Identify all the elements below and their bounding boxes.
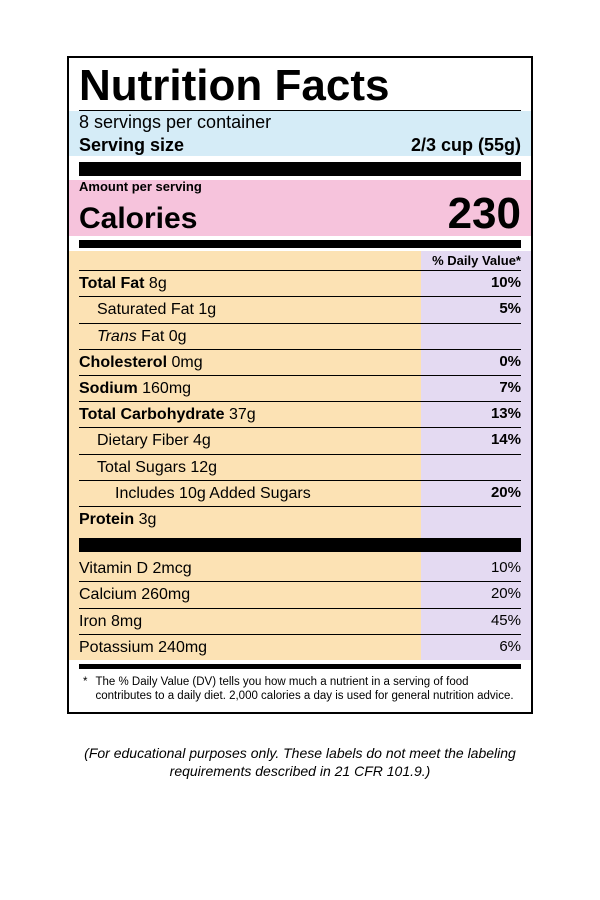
potassium-label: Potassium 240mg bbox=[79, 636, 207, 659]
cholesterol-amount: 0mg bbox=[167, 354, 203, 371]
calories-row: Calories 230 bbox=[79, 192, 521, 236]
nutrient-rows: % Daily Value* Total Fat 8g 10% Saturate… bbox=[79, 251, 521, 660]
saturated-fat-label: Saturated Fat 1g bbox=[79, 298, 216, 321]
carb-dv: 13% bbox=[491, 403, 521, 426]
protein-label: Protein bbox=[79, 511, 134, 528]
medium-rule bbox=[79, 240, 521, 248]
row-cholesterol: Cholesterol 0mg 0% bbox=[79, 349, 521, 375]
saturated-fat-dv: 5% bbox=[499, 298, 521, 321]
fiber-label: Dietary Fiber 4g bbox=[79, 429, 211, 452]
thick-rule bbox=[79, 538, 521, 552]
thin-rule bbox=[79, 664, 521, 669]
row-carbohydrate: Total Carbohydrate 37g 13% bbox=[79, 401, 521, 427]
panel-title: Nutrition Facts bbox=[79, 62, 521, 110]
calories-block: Amount per serving Calories 230 bbox=[69, 180, 531, 236]
carb-amount: 37g bbox=[225, 406, 256, 423]
servings-per-container: 8 servings per container bbox=[79, 111, 521, 134]
disclaimer-text: (For educational purposes only. These la… bbox=[67, 744, 533, 780]
row-calcium: Calcium 260mg 20% bbox=[79, 581, 521, 607]
potassium-dv: 6% bbox=[499, 636, 521, 659]
sugars-label: Total Sugars 12g bbox=[79, 456, 217, 479]
vitamin-d-label: Vitamin D 2mcg bbox=[79, 557, 192, 580]
calories-label: Calories bbox=[79, 204, 197, 234]
fiber-dv: 14% bbox=[491, 429, 521, 452]
cholesterol-label: Cholesterol bbox=[79, 354, 167, 371]
servings-block: 8 servings per container Serving size 2/… bbox=[69, 111, 531, 156]
total-fat-dv: 10% bbox=[491, 272, 521, 295]
daily-value-header: % Daily Value* bbox=[79, 251, 521, 270]
row-fiber: Dietary Fiber 4g 14% bbox=[79, 427, 521, 453]
row-iron: Iron 8mg 45% bbox=[79, 608, 521, 634]
added-sugars-dv: 20% bbox=[491, 482, 521, 505]
row-protein: Protein 3g bbox=[79, 506, 521, 532]
footnote-text: The % Daily Value (DV) tells you how muc… bbox=[87, 675, 517, 704]
carb-label: Total Carbohydrate bbox=[79, 406, 225, 423]
serving-size-row: Serving size 2/3 cup (55g) bbox=[79, 134, 521, 157]
row-saturated-fat: Saturated Fat 1g 5% bbox=[79, 296, 521, 322]
added-sugars-label: Includes 10g Added Sugars bbox=[79, 482, 311, 505]
row-sugars: Total Sugars 12g bbox=[79, 454, 521, 480]
sodium-amount: 160mg bbox=[138, 380, 191, 397]
protein-amount: 3g bbox=[134, 511, 156, 528]
thick-rule bbox=[79, 162, 521, 176]
row-sodium: Sodium 160mg 7% bbox=[79, 375, 521, 401]
vitamin-d-dv: 10% bbox=[491, 557, 521, 580]
trans-fat-rest: Fat 0g bbox=[137, 328, 187, 345]
total-fat-label: Total Fat bbox=[79, 275, 144, 292]
serving-size-value: 2/3 cup (55g) bbox=[411, 134, 521, 157]
iron-dv: 45% bbox=[491, 610, 521, 633]
row-vitamin-d: Vitamin D 2mcg 10% bbox=[79, 556, 521, 581]
nutrition-facts-panel: Nutrition Facts 8 servings per container… bbox=[67, 56, 533, 714]
sodium-dv: 7% bbox=[499, 377, 521, 400]
trans-fat-prefix: Trans bbox=[97, 328, 137, 345]
calcium-dv: 20% bbox=[491, 583, 521, 606]
row-total-fat: Total Fat 8g 10% bbox=[79, 270, 521, 296]
calcium-label: Calcium 260mg bbox=[79, 583, 190, 606]
calories-value: 230 bbox=[448, 192, 521, 236]
row-added-sugars: Includes 10g Added Sugars 20% bbox=[79, 480, 521, 506]
serving-size-label: Serving size bbox=[79, 134, 184, 157]
total-fat-amount: 8g bbox=[144, 275, 166, 292]
footnote: * The % Daily Value (DV) tells you how m… bbox=[79, 672, 521, 706]
cholesterol-dv: 0% bbox=[499, 351, 521, 374]
sodium-label: Sodium bbox=[79, 380, 138, 397]
row-trans-fat: Trans Fat 0g bbox=[79, 323, 521, 349]
iron-label: Iron 8mg bbox=[79, 610, 142, 633]
row-potassium: Potassium 240mg 6% bbox=[79, 634, 521, 660]
